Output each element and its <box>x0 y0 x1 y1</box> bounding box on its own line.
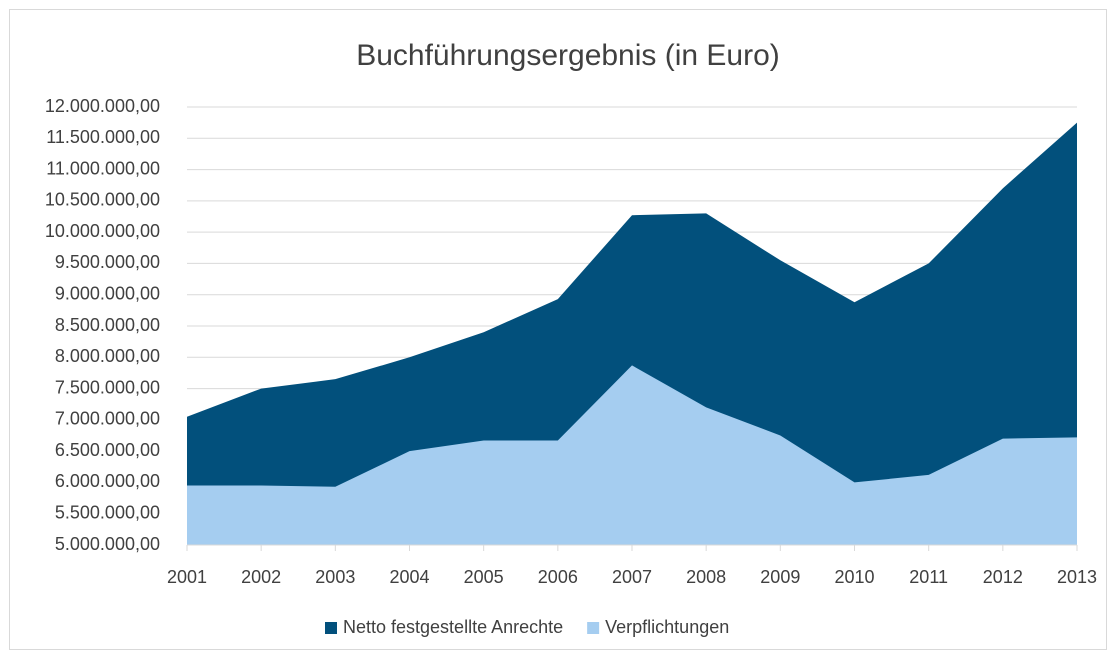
y-tick-label: 6.000.000,00 <box>55 471 160 491</box>
x-tick-label: 2002 <box>241 567 281 587</box>
legend-label: Verpflichtungen <box>605 617 729 637</box>
x-tick-label: 2003 <box>315 567 355 587</box>
legend-label: Netto festgestellte Anrechte <box>343 617 563 637</box>
y-tick-label: 8.500.000,00 <box>55 315 160 335</box>
x-tick-label: 2013 <box>1057 567 1097 587</box>
y-tick-label: 10.000.000,00 <box>45 221 160 241</box>
x-tick-label: 2005 <box>464 567 504 587</box>
y-tick-label: 5.500.000,00 <box>55 502 160 522</box>
y-tick-label: 6.500.000,00 <box>55 440 160 460</box>
legend-swatch <box>325 622 337 634</box>
x-tick-label: 2011 <box>909 567 948 587</box>
x-tick-label: 2006 <box>538 567 578 587</box>
y-tick-label: 5.000.000,00 <box>55 534 160 554</box>
x-tick-label: 2010 <box>834 567 874 587</box>
y-tick-label: 11.500.000,00 <box>46 127 160 147</box>
area <box>187 365 1077 545</box>
y-tick-label: 12.000.000,00 <box>45 96 160 116</box>
x-tick-label: 2012 <box>983 567 1023 587</box>
y-tick-label: 11.000.000,00 <box>46 158 160 178</box>
chart-title: Buchführungsergebnis (in Euro) <box>356 39 780 72</box>
y-tick-label: 8.000.000,00 <box>55 346 160 366</box>
y-tick-label: 10.500.000,00 <box>45 190 160 210</box>
y-tick-label: 9.000.000,00 <box>55 283 160 303</box>
area <box>187 122 1077 546</box>
x-tick-label: 2008 <box>686 567 726 587</box>
y-tick-label: 7.000.000,00 <box>55 409 160 429</box>
x-tick-label: 2001 <box>167 567 207 587</box>
x-tick-label: 2007 <box>612 567 652 587</box>
y-tick-label: 7.500.000,00 <box>55 377 160 397</box>
x-tick-label: 2004 <box>389 567 429 587</box>
x-tick-label: 2009 <box>760 567 800 587</box>
legend-swatch <box>587 622 600 634</box>
y-tick-label: 9.500.000,00 <box>55 252 160 272</box>
